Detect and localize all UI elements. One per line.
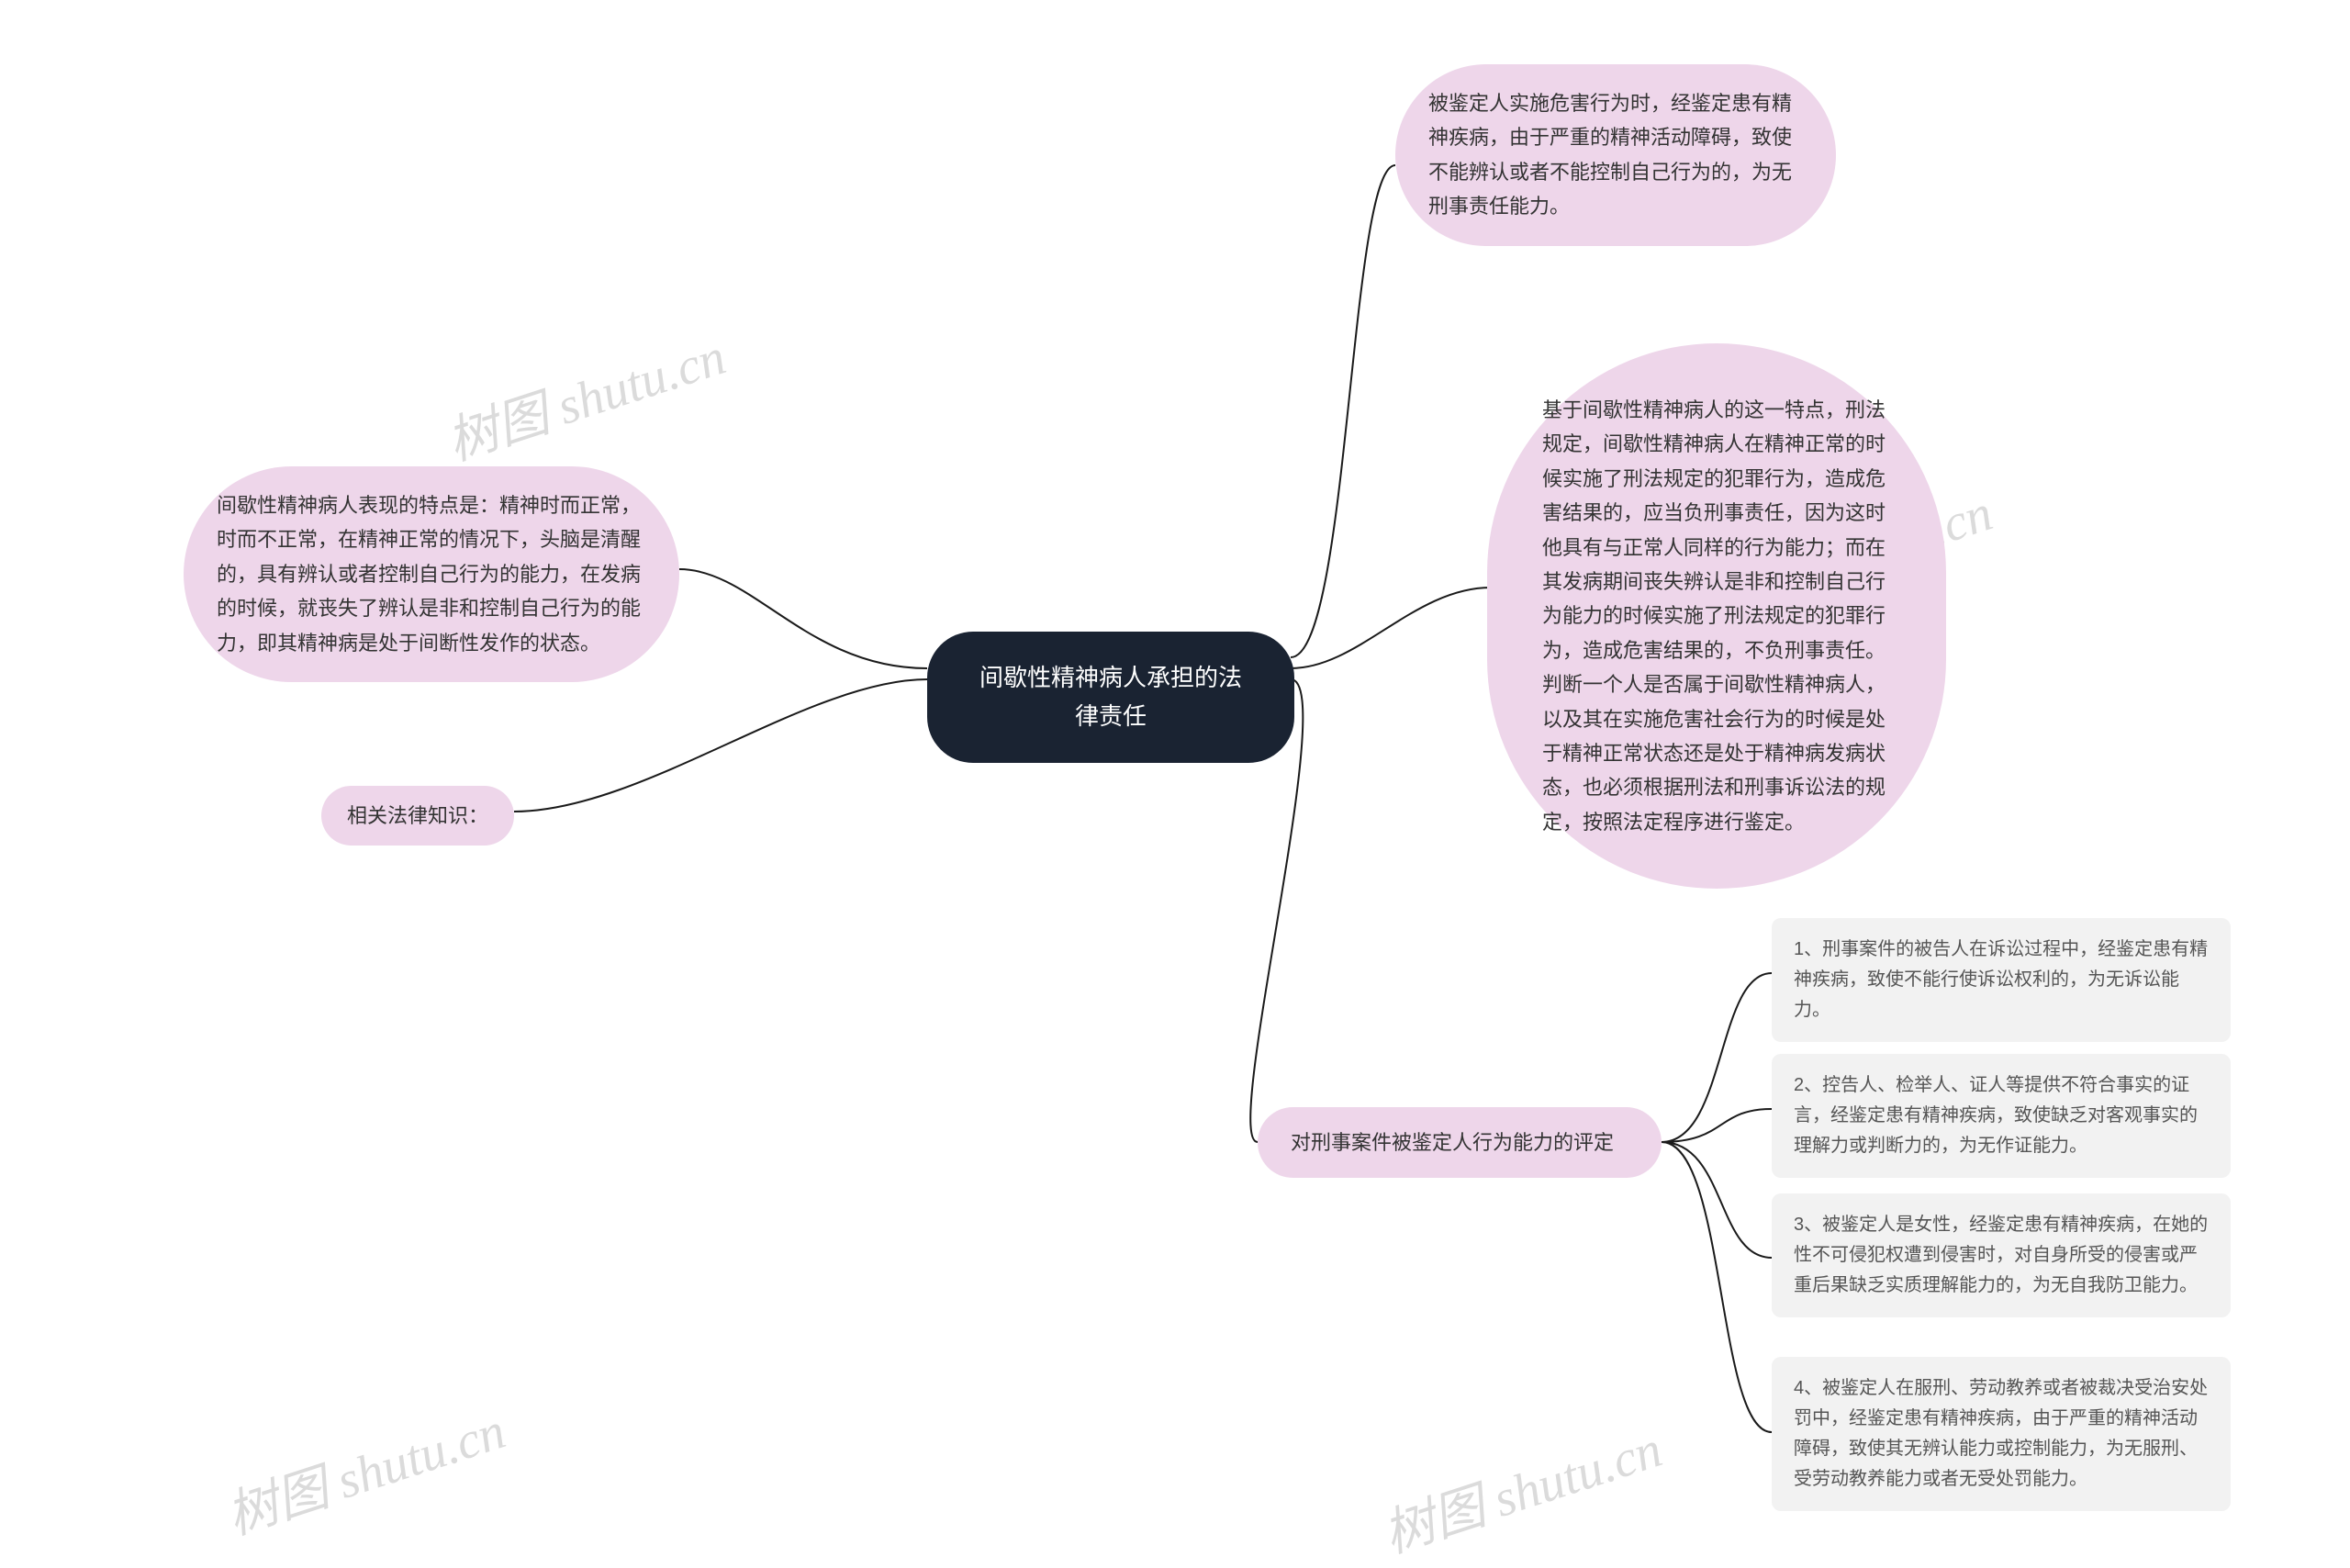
leaf-2[interactable]: 2、控告人、检举人、证人等提供不符合事实的证言，经鉴定患有精神疾病，致使缺乏对客… <box>1772 1054 2231 1178</box>
left-related-law-node[interactable]: 相关法律知识： <box>321 786 514 846</box>
leaf-3[interactable]: 3、被鉴定人是女性，经鉴定患有精神疾病，在她的性不可侵犯权遭到侵害时，对自身所受… <box>1772 1193 2231 1317</box>
right-mid-node[interactable]: 基于间歇性精神病人的这一特点，刑法规定，间歇性精神病人在精神正常的时候实施了刑法… <box>1487 343 1946 889</box>
left-characteristics-node[interactable]: 间歇性精神病人表现的特点是：精神时而正常，时而不正常，在精神正常的情况下，头脑是… <box>184 466 679 682</box>
edge-center-right-top <box>1291 165 1395 657</box>
watermark: 树图 shutu.cn <box>1372 1407 1670 1567</box>
edge-center-left-big <box>679 569 927 668</box>
right-top-node[interactable]: 被鉴定人实施危害行为时，经鉴定患有精神疾病，由于严重的精神活动障碍，致使不能辨认… <box>1395 64 1836 246</box>
center-node[interactable]: 间歇性精神病人承担的法律责任 <box>927 632 1294 763</box>
connector-layer <box>0 0 2350 1563</box>
edge-bottom-leaf4 <box>1662 1142 1772 1432</box>
edge-bottom-leaf2 <box>1662 1109 1772 1142</box>
right-bottom-node[interactable]: 对刑事案件被鉴定人行为能力的评定 <box>1258 1107 1662 1178</box>
edge-center-right-mid <box>1291 588 1491 668</box>
edge-center-left-small <box>514 679 927 812</box>
leaf-1[interactable]: 1、刑事案件的被告人在诉讼过程中，经鉴定患有精神疾病，致使不能行使诉讼权利的，为… <box>1772 918 2231 1042</box>
edge-bottom-leaf1 <box>1662 973 1772 1142</box>
watermark: 树图 shutu.cn <box>216 1389 513 1549</box>
leaf-4[interactable]: 4、被鉴定人在服刑、劳动教养或者被裁决受治安处罚中，经鉴定患有精神疾病，由于严重… <box>1772 1357 2231 1511</box>
edge-bottom-leaf3 <box>1662 1142 1772 1258</box>
watermark: 树图 shutu.cn <box>436 315 733 475</box>
